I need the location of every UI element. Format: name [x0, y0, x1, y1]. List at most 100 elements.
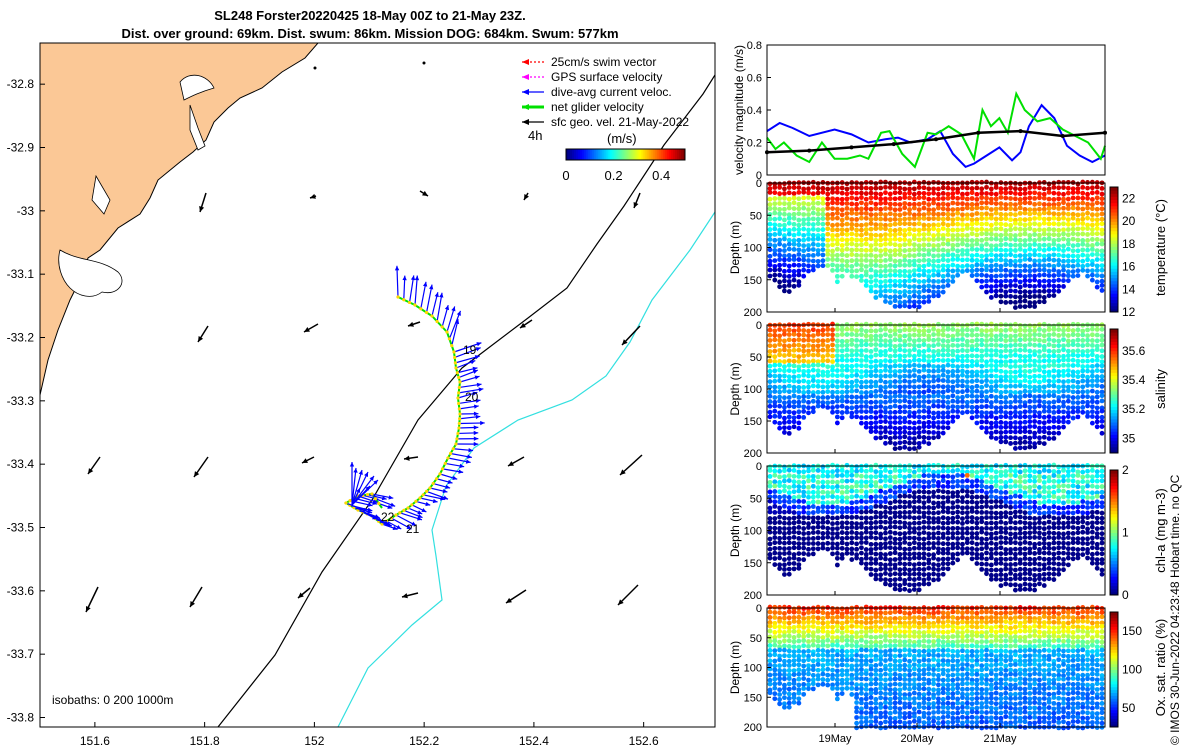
colorbar-tick-label: 0	[562, 168, 569, 183]
track-point	[455, 371, 459, 375]
track-point	[394, 513, 398, 517]
track-point	[435, 477, 439, 481]
track-point	[410, 503, 414, 507]
track-point	[438, 472, 442, 476]
track-point	[457, 391, 461, 395]
day-label: 19	[463, 343, 477, 357]
isobath-label: isobaths: 0 200 1000m	[52, 693, 173, 707]
track-point	[453, 361, 457, 365]
sfc-velocity-arrow	[422, 61, 426, 65]
dive-avg-current-arrow-head	[458, 469, 464, 474]
dive-avg-current-arrow-head	[473, 430, 479, 436]
track-point	[414, 499, 418, 503]
y-tick-label: -33.3	[7, 394, 35, 408]
legend-label: dive-avg current veloc.	[551, 85, 672, 99]
dive-avg-current-arrow-head	[476, 342, 482, 347]
track-point	[396, 295, 400, 299]
track-point	[425, 489, 429, 493]
day-label: 20	[465, 390, 479, 404]
dive-avg-current-arrow-head	[422, 281, 428, 287]
track-point	[431, 481, 435, 486]
dive-avg-current-arrow-head	[473, 436, 479, 441]
day-label: 22	[381, 510, 395, 524]
legend-label: net glider velocity	[551, 100, 644, 114]
x-tick-label: 152.6	[629, 734, 659, 748]
track-point	[424, 310, 429, 315]
dive-avg-current-arrow-head	[478, 387, 484, 392]
y-tick-label: -33	[17, 204, 35, 218]
track-point	[370, 492, 374, 496]
legend-arrowhead	[522, 104, 529, 110]
track-point	[365, 493, 370, 497]
track-point	[457, 401, 461, 406]
y-tick-label: -33.6	[7, 584, 35, 598]
legend-label: GPS surface velocity	[551, 70, 662, 84]
track-point	[458, 417, 462, 421]
isobath-1000m	[337, 211, 715, 727]
sfc-velocity-arrow-head	[199, 206, 205, 212]
colorbar-tick-label: 0.4	[652, 168, 670, 183]
dive-avg-current-arrow-head	[465, 459, 471, 464]
y-tick-label: -32.9	[7, 141, 35, 155]
y-tick-label: -33.1	[7, 267, 35, 281]
x-tick-label: 152.4	[519, 734, 549, 748]
y-tick-label: -33.4	[7, 457, 35, 471]
dive-avg-current-arrow-head	[414, 275, 420, 281]
track-point	[457, 385, 461, 390]
track-point	[456, 396, 460, 400]
y-tick-label: -32.8	[7, 77, 35, 91]
track-point	[453, 355, 457, 360]
sfc-velocity-arrow-head	[408, 321, 414, 327]
legend-arrowhead	[522, 59, 529, 65]
track-point	[402, 508, 406, 512]
dive-avg-current-arrow-head	[349, 462, 355, 467]
track-point	[413, 303, 417, 307]
track-point	[445, 330, 449, 334]
track-point	[451, 447, 455, 451]
track-point	[377, 501, 381, 506]
track-point	[406, 506, 410, 510]
dive-avg-current-arrow	[396, 265, 399, 298]
track-point	[344, 501, 348, 505]
dive-avg-current-arrow-head	[394, 265, 400, 271]
dive-avg-current-arrow-head	[473, 425, 479, 430]
track-point	[348, 499, 352, 503]
track-point	[454, 366, 458, 370]
track-point	[398, 511, 402, 515]
track-point	[457, 407, 461, 411]
track-point	[435, 319, 439, 324]
track-point	[455, 437, 459, 441]
track-point	[407, 300, 412, 305]
track-point	[443, 461, 447, 466]
dive-avg-current-arrow-head	[432, 498, 438, 504]
track-point	[446, 456, 450, 460]
y-tick-label: -33.5	[7, 521, 35, 535]
glider-track	[344, 265, 485, 531]
land-mass	[40, 43, 319, 396]
track-point	[428, 486, 432, 490]
colorbar-unit-label: (m/s)	[607, 131, 637, 146]
track-point	[373, 497, 377, 501]
dive-avg-current-arrow-head	[439, 292, 444, 298]
track-point	[402, 298, 406, 302]
x-tick-label: 152	[304, 734, 324, 748]
track-point	[452, 350, 456, 354]
track-point	[456, 431, 460, 436]
colorbar-tick-label: 0.2	[605, 168, 623, 183]
track-point	[418, 496, 422, 500]
track-point	[430, 314, 434, 318]
track-point	[421, 493, 425, 497]
track-point	[448, 451, 453, 456]
y-tick-label: -33.8	[7, 711, 35, 725]
track-point	[454, 442, 458, 446]
track-point	[450, 344, 454, 348]
dive-avg-current-arrow-head	[429, 284, 434, 290]
dive-avg-current-arrow-head	[480, 420, 485, 426]
dive-avg-current-arrow-head	[402, 275, 407, 281]
dive-avg-current-arrow-head	[374, 514, 380, 519]
legend-label: 25cm/s swim vector	[551, 55, 656, 69]
legend-arrowhead	[522, 119, 529, 125]
legend-label: sfc geo. vel. 21-May-2022	[551, 115, 689, 129]
